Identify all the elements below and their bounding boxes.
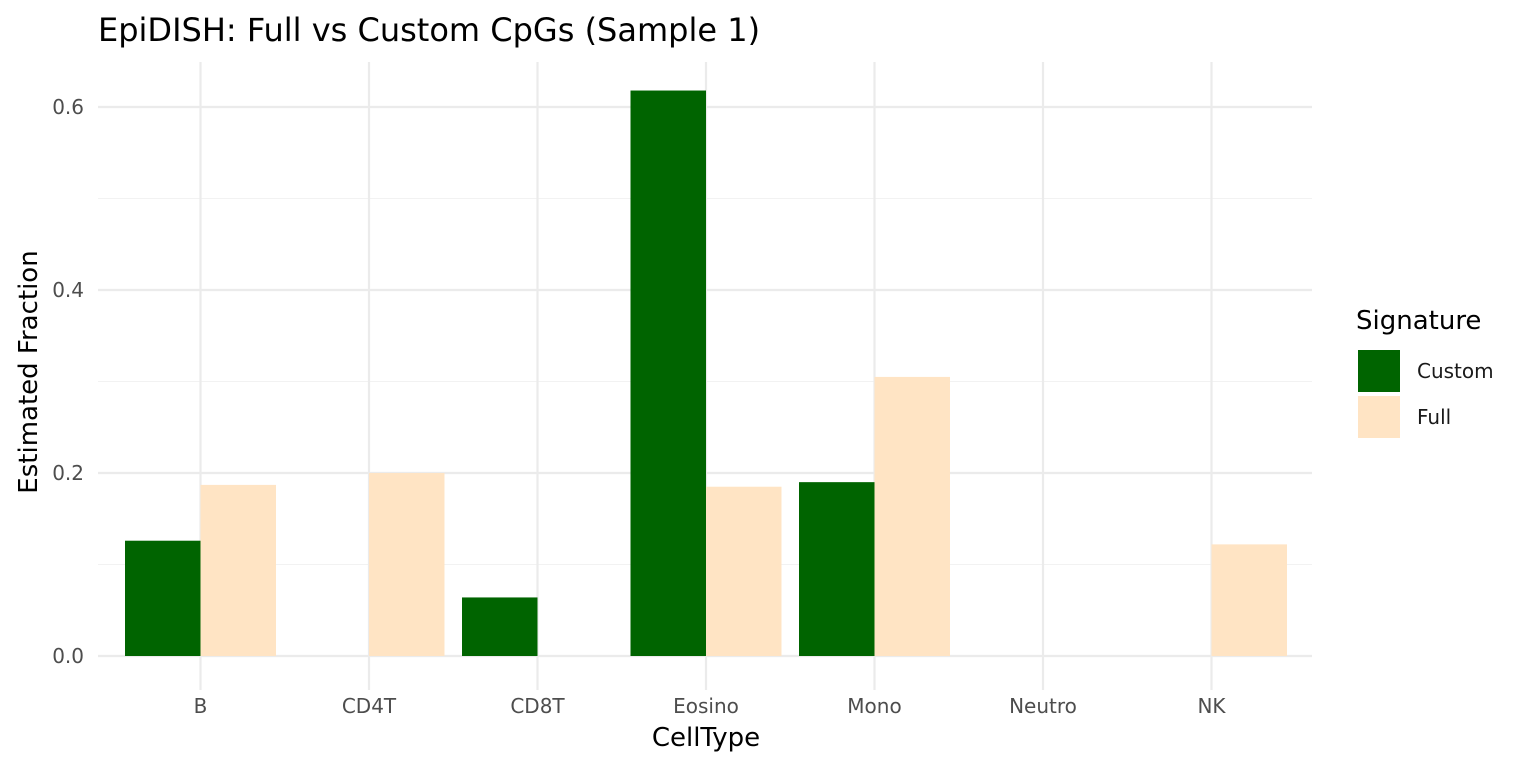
legend-key-custom xyxy=(1358,350,1400,392)
x-tick-label: Eosino xyxy=(673,694,739,718)
y-tick-label: 0.6 xyxy=(52,95,84,119)
bars xyxy=(125,90,1287,656)
bar-custom-eosino xyxy=(630,90,706,656)
x-tick-label: CD8T xyxy=(510,694,565,718)
bar-custom-mono xyxy=(799,482,875,656)
x-axis-title: CellType xyxy=(652,723,760,753)
legend: Signature Custom Full xyxy=(1356,306,1494,438)
legend-label-full: Full xyxy=(1417,405,1451,429)
legend-key-full xyxy=(1358,396,1400,438)
x-tick-label: B xyxy=(194,694,208,718)
y-tick-label: 0.4 xyxy=(52,278,84,302)
y-axis-title: Estimated Fraction xyxy=(14,250,44,493)
chart-title: EpiDISH: Full vs Custom CpGs (Sample 1) xyxy=(98,11,760,49)
legend-label-custom: Custom xyxy=(1417,359,1494,383)
bar-full-b xyxy=(200,484,276,656)
bar-full-cd4t xyxy=(369,473,445,656)
bar-full-mono xyxy=(874,376,950,656)
bar-custom-b xyxy=(125,540,201,656)
bar-full-nk xyxy=(1211,544,1287,656)
legend-title: Signature xyxy=(1356,306,1481,336)
bar-custom-cd8t xyxy=(462,597,538,656)
x-tick-label: CD4T xyxy=(342,694,397,718)
x-axis-ticks: B CD4T CD8T Eosino Mono Neutro NK xyxy=(194,694,1227,718)
y-tick-label: 0.2 xyxy=(52,461,84,485)
x-tick-label: Neutro xyxy=(1009,694,1077,718)
x-tick-label: Mono xyxy=(847,694,901,718)
y-tick-label: 0.0 xyxy=(52,644,84,668)
x-tick-label: NK xyxy=(1197,694,1226,718)
bar-full-eosino xyxy=(706,486,782,656)
y-axis-ticks: 0.0 0.2 0.4 0.6 xyxy=(52,95,84,668)
